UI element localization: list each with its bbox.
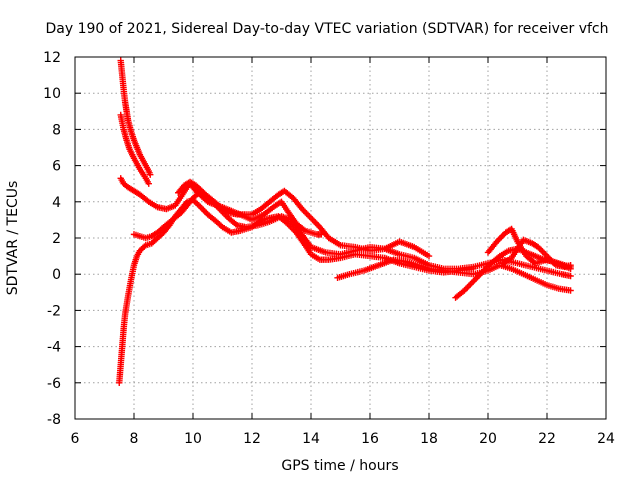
series-track-4 xyxy=(116,196,477,386)
data-point xyxy=(542,251,549,258)
x-axis-label: GPS time / hours xyxy=(281,458,398,474)
x-tick-label: 18 xyxy=(420,431,438,447)
data-point xyxy=(537,246,545,254)
series-track-5 xyxy=(130,187,574,280)
data-point xyxy=(567,261,574,269)
y-axis-label: SDTVAR / TECUs xyxy=(5,181,21,296)
data-point xyxy=(145,180,152,187)
data-point xyxy=(498,233,505,241)
chart-title: Day 190 of 2021, Sidereal Day-to-day VTE… xyxy=(45,21,608,37)
y-tick-label: 4 xyxy=(52,195,61,211)
x-tick-label: 16 xyxy=(361,431,379,447)
data-point xyxy=(201,208,208,215)
data-point xyxy=(539,248,546,255)
series-track-6 xyxy=(175,178,433,260)
x-tick-label: 24 xyxy=(597,431,615,447)
y-tick-label: -2 xyxy=(47,303,61,319)
x-tick-label: 6 xyxy=(71,431,80,447)
data-point xyxy=(464,284,471,291)
data-point xyxy=(425,252,433,260)
data-point xyxy=(465,282,473,290)
series-track-2 xyxy=(117,111,152,187)
y-tick-label: 10 xyxy=(43,86,61,102)
x-tick-label: 10 xyxy=(184,431,202,447)
data-point xyxy=(310,217,318,225)
data-point xyxy=(567,287,574,294)
data-point xyxy=(499,232,506,239)
x-tick-label: 12 xyxy=(243,431,261,447)
x-tick-label: 20 xyxy=(479,431,497,447)
x-tick-label: 14 xyxy=(302,431,320,447)
data-point xyxy=(147,171,154,178)
plot-area xyxy=(116,57,574,386)
data-point xyxy=(198,205,206,212)
data-point xyxy=(496,235,503,242)
series-track-1 xyxy=(117,57,154,178)
data-point xyxy=(200,206,207,214)
y-tick-label: 8 xyxy=(52,122,61,138)
data-point xyxy=(468,279,475,287)
data-point xyxy=(313,220,321,228)
y-tick-label: 12 xyxy=(43,50,61,66)
y-tick-label: -8 xyxy=(47,412,61,428)
data-point xyxy=(304,211,312,219)
x-tick-label: 8 xyxy=(130,431,139,447)
data-point xyxy=(473,275,480,282)
data-point xyxy=(470,278,477,285)
x-tick-label: 22 xyxy=(538,431,556,447)
data-point xyxy=(467,281,474,288)
y-tick-label: -6 xyxy=(47,376,61,392)
data-point xyxy=(312,219,319,226)
y-tick-label: 6 xyxy=(52,159,61,175)
data-point xyxy=(309,216,316,223)
y-tick-label: 2 xyxy=(52,231,61,247)
series-track-10 xyxy=(499,236,574,271)
data-point xyxy=(301,208,309,216)
data-point xyxy=(471,276,478,284)
data-point xyxy=(540,249,548,257)
data-point xyxy=(567,272,574,280)
data-point xyxy=(306,213,313,220)
y-tick-label: 0 xyxy=(52,267,61,283)
data-point xyxy=(307,214,315,222)
data-point xyxy=(303,210,310,217)
y-tick-label: -4 xyxy=(47,340,61,356)
